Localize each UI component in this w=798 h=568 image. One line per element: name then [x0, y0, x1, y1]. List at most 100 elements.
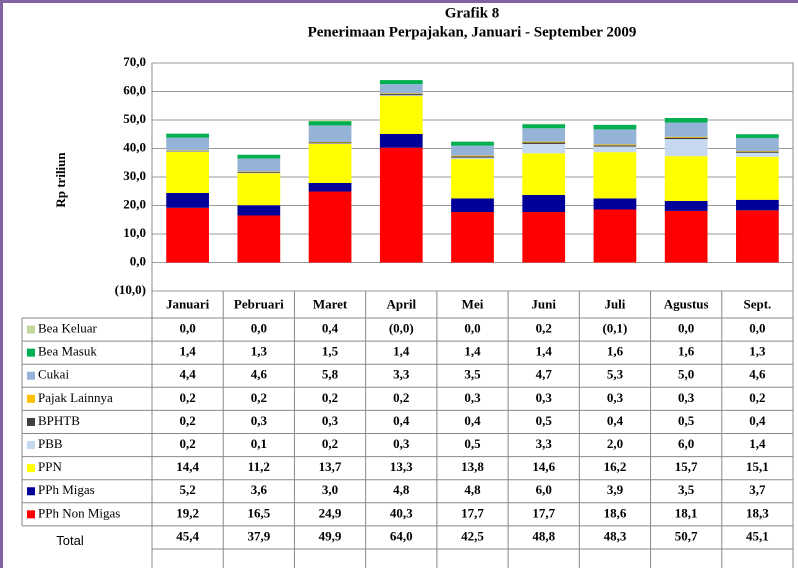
bar-segment	[451, 156, 494, 158]
total-cell: 48,3	[604, 528, 627, 543]
bar-segment	[664, 210, 708, 263]
legend-label: PBB	[38, 436, 63, 451]
total-cell: 45,1	[746, 528, 769, 543]
bar-segment	[237, 173, 281, 206]
bar-segment	[308, 191, 352, 263]
total-label: Total	[56, 533, 84, 548]
table-cell: 3,9	[607, 482, 624, 497]
table-cell: 13,8	[461, 459, 484, 474]
bar-segment	[522, 142, 566, 144]
legend-swatch	[27, 394, 35, 403]
legend-label: PPh Migas	[38, 482, 95, 497]
y-tick-label: 20,0	[123, 196, 146, 211]
bar-segment	[664, 118, 708, 123]
bar-segment	[308, 125, 352, 142]
x-tick-label: Juni	[531, 296, 556, 311]
table-cell: 5,0	[678, 367, 694, 382]
table-cell: 3,3	[536, 436, 553, 451]
y-tick-label: 30,0	[123, 168, 146, 183]
table-cell: 13,7	[319, 459, 342, 474]
bar-segment	[593, 124, 637, 130]
bar-segment	[593, 209, 637, 263]
table-cell: 0,5	[464, 436, 481, 451]
legend-swatch	[27, 325, 35, 334]
table-cell: (0,1)	[602, 321, 627, 336]
table-cell: 0,2	[322, 390, 338, 405]
bar-segment	[736, 152, 779, 157]
table-cell: 5,2	[179, 482, 195, 497]
table-cell: 4,8	[464, 482, 481, 497]
table-cell: 4,8	[393, 482, 410, 497]
bar-segment	[166, 150, 209, 152]
table-cell: 18,3	[746, 505, 769, 520]
bar-segment	[308, 182, 352, 192]
legend-swatch	[27, 464, 35, 473]
table-cell: 3,3	[393, 367, 410, 382]
bar-segment	[379, 84, 423, 94]
table-cell: 1,4	[179, 344, 196, 359]
bar-segment	[237, 158, 281, 172]
bar-segment	[451, 198, 494, 213]
bar-segment	[736, 156, 779, 200]
x-tick-label: Maret	[313, 296, 348, 311]
x-tick-label: Pebruari	[234, 296, 284, 311]
x-tick-label: Juli	[604, 296, 625, 311]
legend-swatch	[27, 417, 35, 426]
legend-label: Pajak Lainnya	[38, 390, 113, 405]
table-cell: 0,2	[251, 390, 267, 405]
table-cell: 0,4	[322, 321, 339, 336]
bar-segment	[166, 192, 209, 208]
table-cell: 3,0	[322, 482, 338, 497]
table-cell: 4,6	[251, 367, 268, 382]
table-cell: 3,7	[749, 482, 766, 497]
bar-segment	[308, 142, 352, 144]
table-cell: 14,6	[532, 459, 555, 474]
table-cell: 0,3	[322, 413, 339, 428]
bar-segment	[664, 122, 708, 137]
bar-segment	[664, 136, 708, 138]
x-tick-label: Mei	[462, 296, 484, 311]
table-cell: 0,3	[251, 413, 268, 428]
legend-label: Cukai	[38, 367, 69, 382]
bar-segment	[379, 147, 423, 263]
bar-segment	[379, 80, 423, 85]
table-cell: 16,2	[604, 459, 627, 474]
bar-segment	[593, 146, 637, 153]
table-cell: 0,2	[322, 436, 338, 451]
bar-segment	[664, 156, 708, 201]
bar-segment	[593, 198, 637, 210]
table-cell: 1,4	[393, 344, 410, 359]
bar-segment	[237, 171, 281, 173]
bar-segment	[308, 143, 352, 144]
bar-segment	[237, 172, 281, 174]
table-cell: 0,3	[464, 390, 481, 405]
bar-segment	[593, 145, 637, 147]
table-cell: 0,0	[678, 321, 694, 336]
table-cell: 0,0	[749, 321, 765, 336]
table-cell: 1,5	[322, 344, 339, 359]
bar-segment	[308, 120, 352, 122]
table-cell: 5,3	[607, 367, 624, 382]
x-tick-label: April	[386, 296, 416, 311]
x-tick-label: Januari	[166, 296, 210, 311]
table-cell: 4,6	[749, 367, 766, 382]
table-cell: 0,2	[393, 390, 409, 405]
table-cell: 1,6	[678, 344, 695, 359]
bar-segment	[736, 137, 779, 152]
table-cell: 18,6	[604, 505, 627, 520]
y-tick-label: 40,0	[123, 139, 146, 154]
y-tick-label: (10,0)	[115, 282, 146, 297]
bar-segment	[166, 207, 209, 263]
table-cell: 0,5	[678, 413, 695, 428]
table-cell: 1,4	[749, 436, 766, 451]
table-cell: 4,7	[536, 367, 553, 382]
table-cell: 18,1	[675, 505, 698, 520]
table-cell: 16,5	[247, 505, 270, 520]
bar-segment	[522, 128, 566, 142]
bar-segment	[664, 137, 708, 140]
bar-segment	[736, 134, 779, 138]
table-cell: 3,6	[251, 482, 268, 497]
bar-segment	[237, 205, 281, 216]
table-cell: 40,3	[390, 505, 413, 520]
legend-label: BPHTB	[38, 413, 80, 428]
